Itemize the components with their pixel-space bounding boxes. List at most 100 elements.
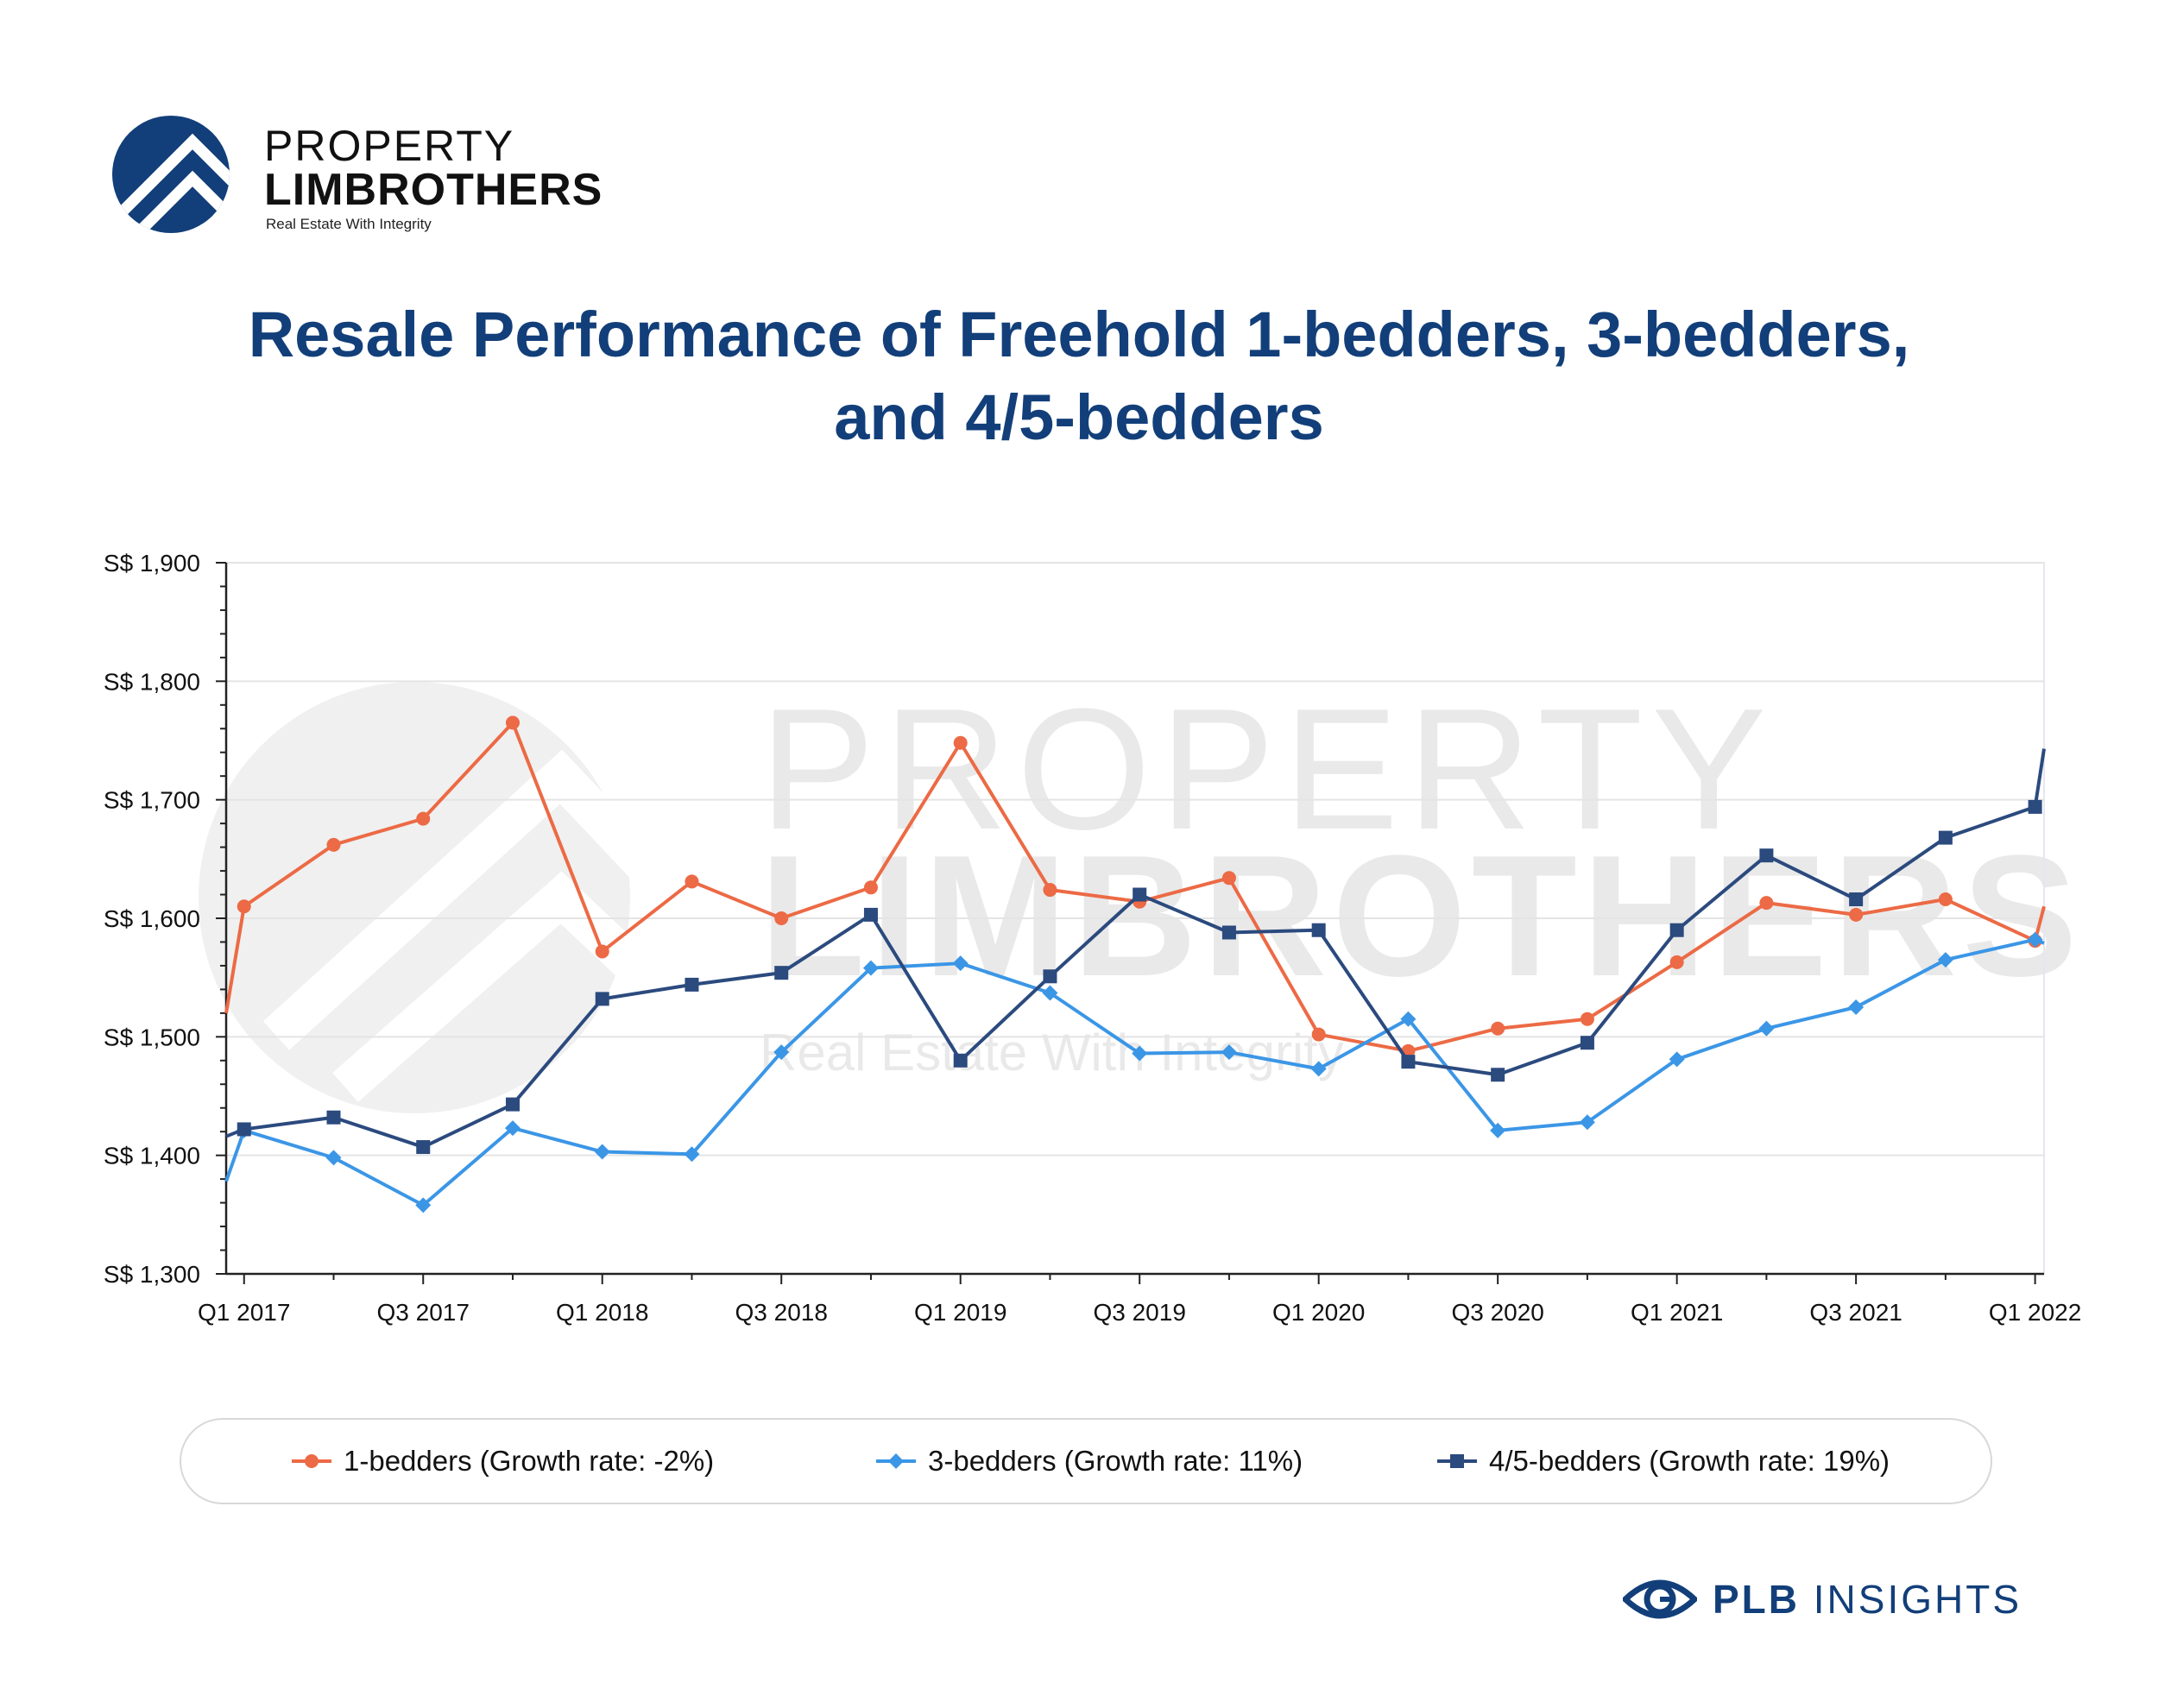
data-point[interactable] <box>1759 896 1774 911</box>
data-point[interactable] <box>1758 1020 1775 1037</box>
data-point[interactable] <box>1491 1068 1505 1082</box>
watermark-line2: LIMBROTHERS <box>760 820 2083 1012</box>
y-tick-label: S$ 1,500 <box>104 1024 200 1050</box>
data-point[interactable] <box>685 977 699 992</box>
data-point[interactable] <box>684 1146 700 1163</box>
x-tick-label: Q1 2018 <box>556 1299 648 1326</box>
data-point[interactable] <box>1759 848 1774 863</box>
data-point[interactable] <box>2028 799 2042 814</box>
data-point[interactable] <box>416 811 431 826</box>
legend-diamond-marker-icon <box>876 1453 916 1469</box>
x-tick-label: Q3 2018 <box>735 1299 828 1326</box>
data-point[interactable] <box>594 1144 610 1160</box>
data-point[interactable] <box>1311 923 1326 937</box>
legend-item-1-bedders[interactable]: 1-bedders (Growth rate: -2%) <box>292 1420 714 1503</box>
data-point[interactable] <box>416 1140 431 1155</box>
watermark-logo-icon <box>199 682 630 1113</box>
data-point[interactable] <box>952 955 969 972</box>
series-3 <box>225 748 2046 1155</box>
y-tick-label: S$ 1,800 <box>104 668 200 695</box>
data-point[interactable] <box>237 1122 251 1137</box>
data-point[interactable] <box>504 1120 521 1137</box>
legend-label-1-bedders: 1-bedders (Growth rate: -2%) <box>344 1445 715 1477</box>
data-point[interactable] <box>505 1097 520 1112</box>
data-point[interactable] <box>1400 1011 1417 1027</box>
data-point[interactable] <box>1849 892 1864 907</box>
series-1 <box>224 715 2046 1058</box>
data-point[interactable] <box>1043 969 1057 984</box>
brand-tagline: Real Estate With Integrity <box>266 216 432 232</box>
x-tick-label: Q1 2021 <box>1631 1299 1723 1326</box>
data-point[interactable] <box>863 880 878 895</box>
data-point[interactable] <box>415 1197 432 1213</box>
data-point[interactable] <box>773 1044 790 1061</box>
data-point[interactable] <box>1491 1021 1505 1036</box>
data-point[interactable] <box>1310 1061 1327 1077</box>
y-tick-label: S$ 1,600 <box>104 905 200 932</box>
chart-title-line2: and 4/5-bedders <box>834 381 1324 453</box>
data-point[interactable] <box>595 944 609 959</box>
data-point[interactable] <box>1042 985 1058 1001</box>
y-tick-label: S$ 1,400 <box>104 1143 200 1169</box>
data-point[interactable] <box>1937 952 1953 968</box>
legend-circle-marker-icon <box>292 1454 331 1468</box>
data-point[interactable] <box>505 715 520 730</box>
data-point[interactable] <box>1669 923 1684 937</box>
data-point[interactable] <box>862 960 879 976</box>
data-point[interactable] <box>1132 1045 1148 1062</box>
y-tick-label: S$ 1,700 <box>104 787 200 814</box>
chart-legend: 1-bedders (Growth rate: -2%) 3-bedders (… <box>180 1418 1992 1504</box>
data-point[interactable] <box>1938 892 1953 907</box>
data-point[interactable] <box>1849 907 1864 922</box>
chart-title-line1: Resale Performance of Freehold 1-bedders… <box>248 299 1910 370</box>
data-point[interactable] <box>1580 1036 1594 1050</box>
brand-name-line2: LIMBROTHERS <box>264 165 603 215</box>
x-tick-label: Q1 2019 <box>914 1299 1006 1326</box>
legend-item-4-5-bedders[interactable]: 4/5-bedders (Growth rate: 19%) <box>1437 1420 1890 1503</box>
data-point[interactable] <box>1669 955 1684 969</box>
limbrothers-logo-icon <box>112 116 230 233</box>
watermark-line1: PROPERTY <box>760 673 1776 866</box>
chart-title: Resale Performance of Freehold 1-bedders… <box>86 293 2072 459</box>
data-point[interactable] <box>326 837 341 852</box>
x-tick-label: Q1 2017 <box>198 1299 290 1326</box>
watermark: PROPERTY LIMBROTHERS Real Estate With In… <box>199 673 2083 1113</box>
x-tick-label: Q1 2020 <box>1272 1299 1365 1326</box>
x-tick-label: Q3 2019 <box>1093 1299 1185 1326</box>
data-point[interactable] <box>1938 830 1953 845</box>
watermark-line3: Real Estate With Integrity <box>760 1024 1344 1081</box>
plb-insights-label: PLB INSIGHTS <box>1713 1577 2022 1622</box>
data-point[interactable] <box>237 899 251 914</box>
x-tick-label: Q3 2021 <box>1809 1299 1902 1326</box>
data-point[interactable] <box>1043 883 1057 898</box>
x-tick-label: Q3 2020 <box>1451 1299 1543 1326</box>
data-point[interactable] <box>1133 887 1147 902</box>
data-point[interactable] <box>953 735 968 750</box>
data-point[interactable] <box>1221 871 1236 886</box>
data-point[interactable] <box>1401 1055 1416 1069</box>
data-point[interactable] <box>1580 1012 1594 1026</box>
data-point[interactable] <box>1221 1044 1237 1061</box>
legend-square-marker-icon <box>1437 1454 1477 1468</box>
data-point[interactable] <box>1579 1114 1595 1131</box>
legend-label-3-bedders: 3-bedders (Growth rate: 11%) <box>928 1445 1303 1477</box>
data-point[interactable] <box>1848 999 1865 1015</box>
data-point[interactable] <box>1311 1027 1326 1042</box>
data-point[interactable] <box>685 874 699 889</box>
x-tick-label: Q3 2017 <box>377 1299 470 1326</box>
legend-label-4-5-bedders: 4/5-bedders (Growth rate: 19%) <box>1489 1445 1890 1477</box>
data-point[interactable] <box>774 911 789 925</box>
data-point[interactable] <box>863 907 878 922</box>
legend-item-3-bedders[interactable]: 3-bedders (Growth rate: 11%) <box>876 1420 1303 1503</box>
x-tick-label: Q1 2022 <box>1989 1299 2081 1326</box>
data-point[interactable] <box>1490 1122 1506 1138</box>
data-point[interactable] <box>2027 931 2043 948</box>
series-2 <box>224 931 2045 1213</box>
data-point[interactable] <box>1221 925 1236 940</box>
data-point[interactable] <box>774 966 789 980</box>
data-point[interactable] <box>595 992 609 1006</box>
data-point[interactable] <box>1669 1051 1685 1068</box>
data-point[interactable] <box>953 1053 968 1068</box>
data-point[interactable] <box>325 1150 342 1166</box>
data-point[interactable] <box>326 1110 341 1125</box>
